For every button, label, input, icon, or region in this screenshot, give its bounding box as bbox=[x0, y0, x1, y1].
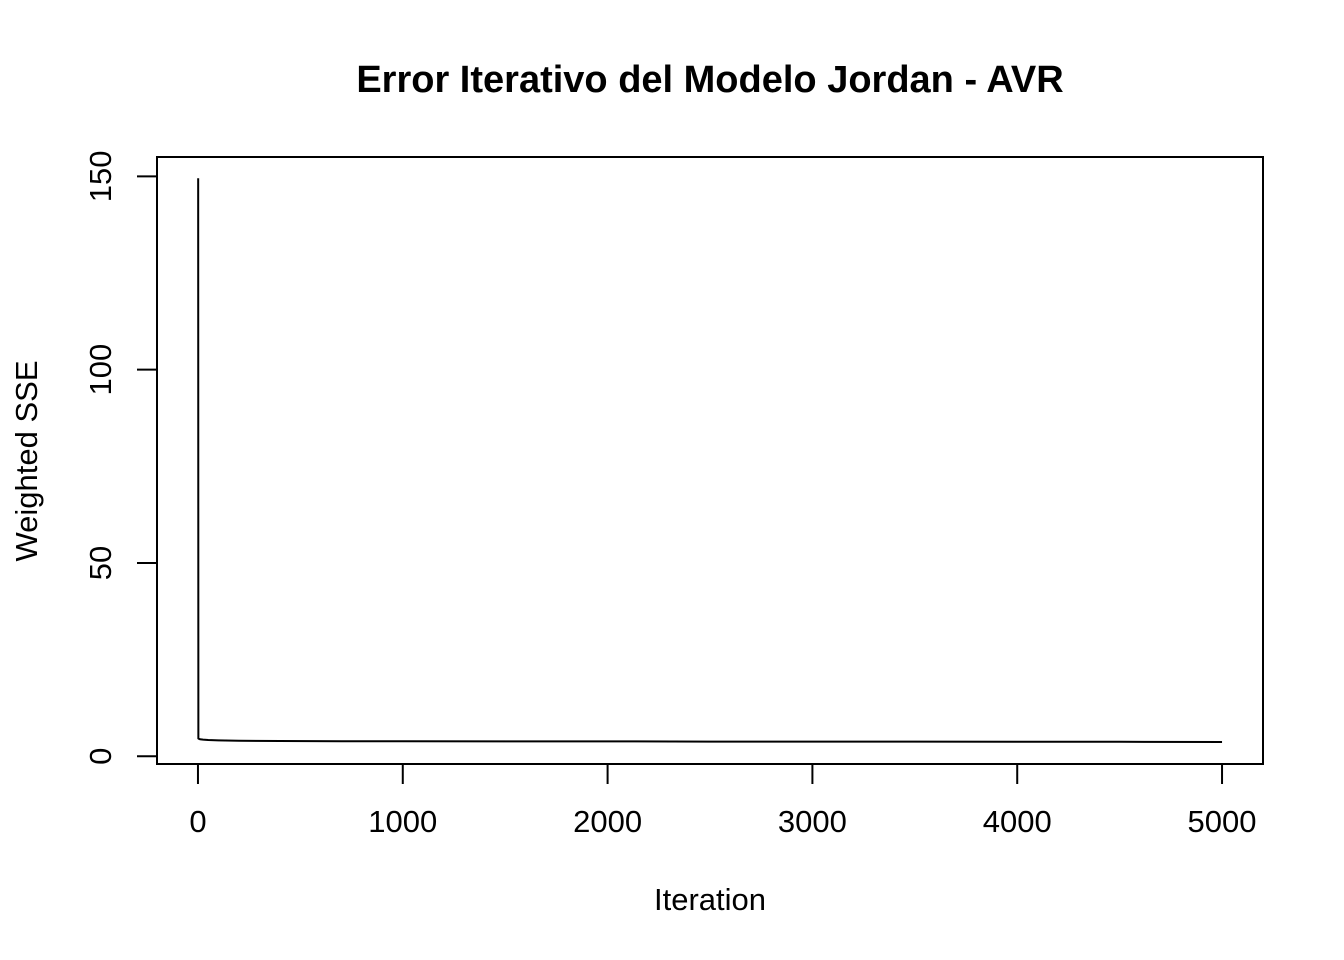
y-tick-label: 0 bbox=[83, 748, 118, 765]
y-axis-label: Weighted SSE bbox=[9, 360, 44, 561]
plot-frame bbox=[156, 156, 1264, 765]
x-tick-label: 1000 bbox=[368, 804, 437, 839]
x-axis: 0 1000 2000 3000 4000 5000 bbox=[189, 763, 1257, 839]
x-tick-label: 0 bbox=[189, 804, 206, 839]
x-tick-label: 2000 bbox=[573, 804, 642, 839]
y-axis: 0 50 100 150 bbox=[83, 150, 158, 765]
series-line bbox=[197, 178, 1223, 743]
x-axis-label: Iteration bbox=[654, 882, 766, 917]
x-tick-label: 5000 bbox=[1188, 804, 1257, 839]
y-tick-label: 150 bbox=[83, 150, 118, 202]
y-tick-label: 50 bbox=[83, 546, 118, 580]
chart-title: Error Iterativo del Modelo Jordan - AVR bbox=[356, 59, 1063, 101]
x-tick-label: 3000 bbox=[778, 804, 847, 839]
x-tick-label: 4000 bbox=[983, 804, 1052, 839]
y-tick-label: 100 bbox=[83, 344, 118, 396]
series-layer bbox=[197, 178, 1223, 743]
